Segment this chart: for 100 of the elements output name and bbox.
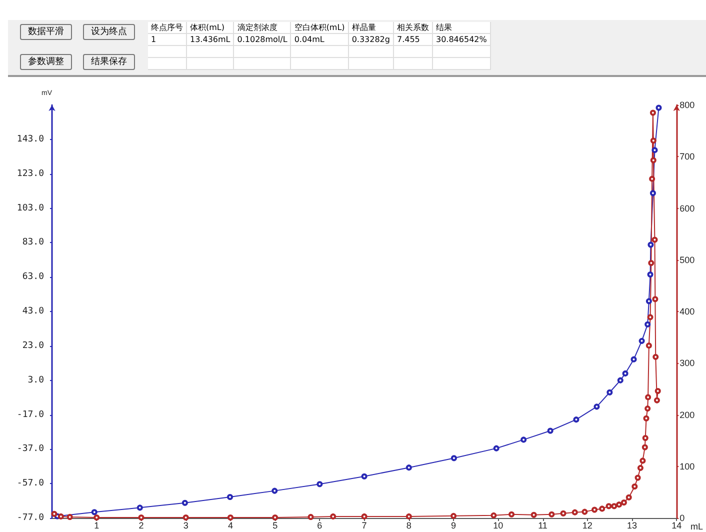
point [656, 104, 662, 111]
point [361, 473, 368, 480]
point [650, 157, 656, 164]
point [648, 242, 654, 248]
x-tick-label: 8 [406, 520, 412, 530]
point [650, 110, 656, 116]
point [548, 511, 555, 518]
point [648, 260, 654, 266]
point [644, 321, 651, 328]
point [547, 428, 554, 434]
point [594, 404, 600, 410]
y2-tick-label: 400 [680, 306, 695, 316]
point [493, 445, 500, 452]
x-tick-label: 10 [493, 520, 504, 530]
point [182, 500, 188, 506]
y-tick-label: 3.0 [28, 375, 44, 386]
point [650, 190, 656, 196]
point [308, 514, 314, 520]
text: 终点序号 [148, 22, 186, 34]
y2-tick-label: 300 [680, 358, 695, 368]
x-tick-label: 14 [672, 520, 682, 530]
point [626, 494, 632, 500]
point [136, 504, 143, 511]
y-tick-label: 63.0 [22, 272, 44, 282]
point [652, 147, 658, 154]
point [643, 415, 650, 422]
point [406, 464, 412, 471]
point [646, 298, 652, 304]
text: 数据平滑 [20, 24, 72, 40]
point [654, 397, 660, 404]
point [630, 356, 637, 362]
point [450, 512, 457, 519]
point [490, 512, 497, 518]
text: 结果 [432, 22, 490, 34]
x-tick-label: 9 [451, 520, 456, 530]
point [647, 314, 654, 320]
point [642, 444, 648, 450]
text: 1 [148, 34, 186, 46]
point [316, 481, 323, 488]
point [520, 436, 527, 443]
text: 7.455 [393, 34, 432, 46]
x-tick-label: 6 [317, 520, 322, 530]
point [637, 464, 644, 471]
x-tick-label: 7 [362, 520, 367, 530]
y-tick-label: 143.0 [16, 134, 44, 144]
point [272, 514, 278, 520]
y-tick-label: -77.0 [16, 513, 44, 523]
point [227, 494, 234, 500]
point [652, 236, 658, 243]
point [406, 513, 412, 520]
point [94, 514, 100, 520]
x-tick-label: 2 [138, 520, 144, 530]
point [91, 509, 98, 516]
text: 相关系数 [393, 22, 432, 34]
y-tick-label: 83.0 [22, 238, 44, 248]
text: 设为终点 [83, 24, 135, 40]
y2-tick-label: 800 [680, 100, 695, 110]
x-tick-label: 1 [94, 520, 100, 530]
point [616, 502, 622, 508]
point [638, 338, 645, 344]
point [572, 509, 578, 516]
y-tick-label: 43.0 [22, 306, 44, 316]
point [272, 488, 278, 494]
y2-tick-label: 500 [680, 254, 695, 265]
y2-tick-label: 0 [680, 513, 685, 523]
y2-tick-label: 100 [680, 461, 695, 472]
point [361, 513, 368, 520]
y-tick-label: 123.0 [16, 168, 44, 179]
text: 空白体积(mL) [290, 22, 348, 34]
text: 结果保存 [83, 54, 135, 70]
text: 体积(mL) [186, 22, 234, 34]
point [611, 503, 618, 510]
x-tick-label: 5 [272, 520, 278, 530]
point [58, 513, 64, 520]
y-tick-label: -37.0 [16, 444, 44, 454]
point [640, 458, 646, 464]
point [330, 513, 336, 520]
point [530, 512, 537, 518]
point [632, 484, 638, 490]
point [654, 388, 661, 394]
point [652, 296, 658, 302]
x-axis-title: mL [690, 522, 704, 532]
point [646, 342, 652, 349]
point [649, 176, 656, 182]
point [508, 511, 515, 518]
point [606, 389, 613, 396]
x-tick-label: 12 [582, 520, 592, 530]
y-tick-label: -17.0 [16, 410, 44, 420]
y-tick-label: 23.0 [22, 340, 44, 351]
text: 0.1028mol/L [234, 34, 291, 46]
y-tick-label: -57.0 [16, 478, 44, 489]
point [573, 416, 580, 423]
point [599, 506, 606, 512]
point [622, 370, 628, 376]
point [652, 354, 659, 360]
point [560, 510, 566, 516]
x-tick-label: 11 [538, 520, 548, 530]
text: 滴定剂浓度 [234, 22, 291, 34]
point [620, 500, 627, 506]
point [645, 394, 652, 400]
